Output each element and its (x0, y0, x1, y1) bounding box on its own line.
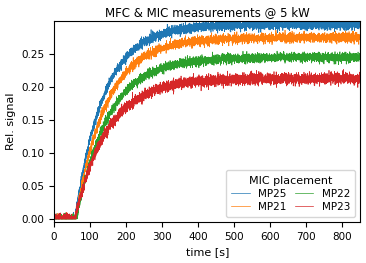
MP23 (108, 126, 112, 129)
MP25 (169, 30, 173, 33)
Line: MP23: MP23 (54, 69, 361, 219)
MP22 (169, 68, 173, 71)
MP21 (358, 39, 363, 42)
Y-axis label: Rel. signal: Rel. signal (5, 93, 16, 150)
MP22 (280, 55, 285, 59)
MP22 (236, 59, 240, 62)
X-axis label: time [s]: time [s] (186, 247, 229, 257)
MP21 (236, 38, 240, 41)
MP25 (358, 25, 363, 28)
MP22 (108, 117, 112, 120)
MP25 (236, 23, 240, 26)
MP21 (169, 43, 173, 46)
MP21 (52, 217, 56, 220)
MP22 (358, 57, 363, 60)
MP25 (52, 217, 56, 220)
MP23 (169, 80, 173, 83)
MP25 (52, 213, 56, 216)
MP22 (275, 49, 279, 53)
MP23 (52, 217, 56, 220)
MP25 (295, 15, 299, 18)
Title: MFC & MIC measurements @ 5 kW: MFC & MIC measurements @ 5 kW (105, 6, 310, 19)
MP23 (358, 78, 363, 81)
MP21 (283, 28, 287, 32)
Line: MP22: MP22 (54, 51, 361, 219)
MP23 (236, 78, 240, 82)
MP22 (304, 56, 308, 59)
MP22 (251, 61, 255, 64)
MP25 (251, 24, 255, 27)
MP23 (251, 82, 255, 85)
MP21 (251, 36, 255, 39)
Line: MP25: MP25 (54, 16, 361, 219)
MP21 (304, 34, 308, 38)
Line: MP21: MP21 (54, 30, 361, 219)
MP23 (341, 68, 346, 71)
MP21 (108, 96, 112, 99)
Legend: MP25, MP21, MP22, MP23: MP25, MP21, MP22, MP23 (225, 170, 355, 217)
MP25 (280, 23, 285, 27)
MP22 (52, 217, 56, 220)
MP25 (108, 80, 112, 83)
MP23 (280, 80, 285, 83)
MP25 (304, 24, 308, 27)
MP23 (304, 72, 308, 75)
MP21 (280, 34, 285, 38)
